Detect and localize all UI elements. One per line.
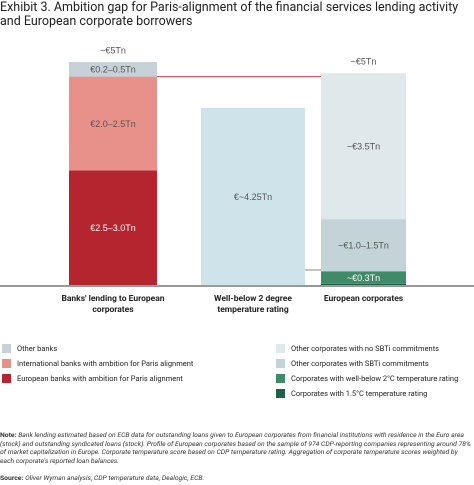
note: Note: Bank lending estimated based on EC… (0, 431, 472, 465)
title: Exhibit 3. Ambition gap for Paris-alignm… (0, 0, 459, 29)
bar-segment (321, 219, 406, 272)
value-label: ~€1.0–1.5Tn (338, 241, 389, 251)
legend-swatch (276, 374, 285, 383)
x-tick-label: Banks' lending to European corporates (61, 294, 165, 315)
legend-entry: Corporates with well-below 2°C temperatu… (276, 374, 458, 383)
legend-entry: Other corporates with no SBTi commitment… (276, 344, 439, 353)
legend-entry: Corporates with 1.5°C temperature rating (276, 389, 427, 398)
legend-label: Other banks (17, 344, 58, 353)
value-label: ~€0.3Tn (347, 273, 380, 283)
legend-label: Corporates with 1.5°C temperature rating (291, 389, 428, 398)
note-text: Bank lending estimated based on ECB data… (0, 431, 471, 465)
legend-entry: Other banks (2, 344, 57, 353)
bar-segment (201, 107, 305, 285)
legend-label: European banks with ambition for Paris a… (17, 374, 183, 383)
total-label: ~€5Tn (100, 45, 126, 55)
legend-label: Other corporates with no SBTi commitment… (291, 344, 440, 353)
x-tick-label: Well-below 2 degree temperature rating (214, 294, 292, 315)
bar-segment (69, 170, 157, 285)
legend-swatch (276, 359, 285, 368)
value-label: €2.5–3.0Tn (90, 223, 136, 233)
bar-segment (321, 271, 406, 284)
x-tick-label: European corporates (323, 294, 404, 304)
legend-entry: Other corporates with SBTi commitments (276, 359, 429, 368)
bar-segment (69, 76, 157, 171)
value-label: €0.2–0.5Tn (90, 65, 136, 75)
legend-swatch (2, 374, 11, 383)
bar-segment (321, 73, 406, 220)
note-label: Note: (0, 431, 17, 439)
legend-entry: European banks with ambition for Paris a… (2, 374, 183, 383)
source-label: Source: (0, 474, 24, 482)
legend-label: Other corporates with SBTi commitments (291, 359, 429, 368)
value-label: €2.0–2.5Tn (90, 119, 136, 129)
source: Source: Oliver Wyman analysis, CDP tempe… (0, 474, 204, 482)
value-label: ~€3.5Tn (347, 142, 380, 152)
source-text: Oliver Wyman analysis, CDP temperature d… (25, 474, 205, 482)
total-label: ~€5Tn (351, 57, 377, 67)
bar-segment (321, 283, 406, 285)
value-label: €~4.25Tn (234, 192, 272, 202)
bar-segment (69, 62, 157, 77)
legend-label: Corporates with well-below 2°C temperatu… (291, 374, 459, 383)
legend-swatch (2, 359, 11, 368)
legend-swatch (276, 344, 285, 353)
legend-label: International banks with ambition for Pa… (17, 359, 194, 368)
legend-swatch (276, 389, 285, 398)
legend-entry: International banks with ambition for Pa… (2, 359, 193, 368)
legend-swatch (2, 344, 11, 353)
